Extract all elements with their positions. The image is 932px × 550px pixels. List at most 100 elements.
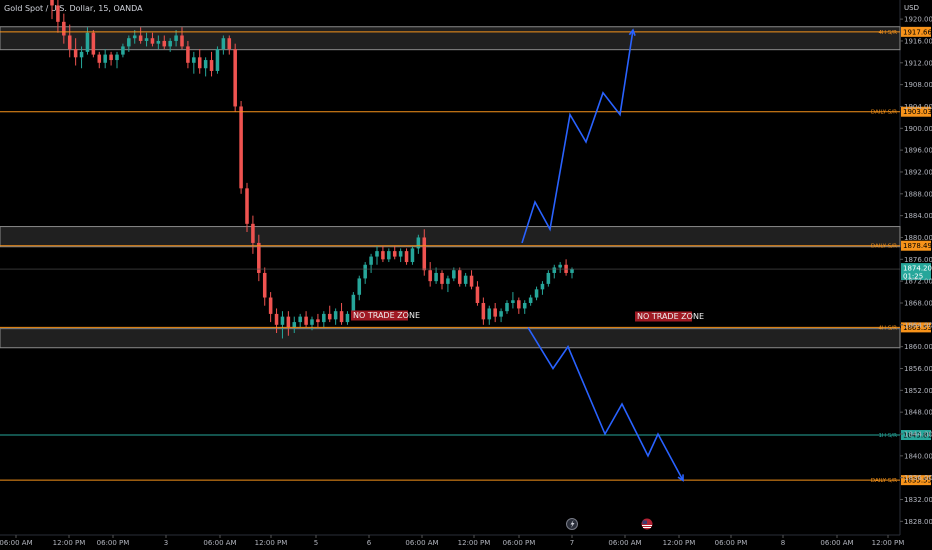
- x-tick-label: 06:00 AM: [0, 539, 33, 547]
- y-tick-label: 1852.000: [904, 387, 932, 395]
- candle-body: [73, 49, 78, 58]
- candle-body: [132, 35, 137, 39]
- candle-body: [511, 300, 515, 303]
- bar-countdown-label: 01:25: [903, 273, 923, 281]
- candle-body: [150, 38, 155, 44]
- price-tag: [901, 475, 931, 486]
- candle-body: [404, 251, 409, 263]
- candle-body: [186, 46, 190, 63]
- x-tick-label: 3: [164, 539, 168, 547]
- x-tick-label: 06:00 PM: [97, 539, 130, 547]
- x-tick-label: 12:00 PM: [663, 539, 696, 547]
- candle-body: [209, 60, 214, 71]
- candle-body: [446, 278, 450, 284]
- y-tick-label: 1912.000: [904, 59, 932, 67]
- candle-body: [558, 264, 562, 268]
- candle-body: [570, 269, 574, 273]
- y-tick-label: 1880.000: [904, 234, 932, 242]
- price-tag: [901, 26, 931, 37]
- price-tag: [901, 240, 931, 251]
- sr-zone: [0, 328, 901, 349]
- candle-body: [203, 60, 208, 69]
- candle-body: [292, 322, 297, 328]
- bearish-projection: [527, 327, 684, 481]
- y-tick-label: 1856.000: [904, 365, 932, 373]
- current-price-label: 1874.205: [903, 265, 932, 273]
- x-tick-label: 06:00 AM: [203, 539, 236, 547]
- candle-body: [127, 38, 131, 47]
- candle-body: [67, 35, 72, 50]
- candle-body: [50, 0, 54, 6]
- sr-level-name: DAILY S/R: [871, 244, 897, 250]
- candle-body: [174, 35, 178, 41]
- candle-body: [227, 38, 232, 50]
- candle-body: [457, 270, 462, 284]
- candle-body: [416, 237, 421, 249]
- x-tick-label: 12:00 PM: [458, 539, 491, 547]
- price-tag-label: 1903.035: [903, 108, 932, 116]
- candle-body: [499, 311, 503, 317]
- candle-body: [339, 311, 344, 323]
- candle-body: [522, 302, 527, 309]
- candle-body: [79, 51, 84, 58]
- candle-body: [103, 54, 107, 63]
- y-tick-label: 1904.000: [904, 103, 932, 111]
- candle-body: [316, 319, 320, 323]
- candle-body: [97, 54, 102, 63]
- y-tick-label: 1840.000: [904, 452, 932, 460]
- y-tick-label: 1844.000: [904, 431, 932, 439]
- us-flag-icon-canton: [642, 520, 647, 524]
- candle-body: [345, 313, 350, 323]
- bullish-projection-arrowhead: [628, 28, 636, 36]
- candle-body: [481, 302, 486, 320]
- candle-body: [121, 46, 125, 55]
- candle-body: [180, 35, 184, 47]
- candle-body: [351, 294, 356, 314]
- currency-label: USD: [904, 4, 919, 12]
- candle-body: [540, 283, 545, 290]
- y-tick-label: 1832.000: [904, 496, 932, 504]
- x-tick-label: 12:00 PM: [53, 539, 86, 547]
- y-tick-label: 1888.000: [904, 190, 932, 198]
- y-tick-label: 1828.000: [904, 518, 932, 526]
- candle-body: [62, 21, 66, 36]
- candle-body: [398, 251, 403, 257]
- bearish-projection-arrowhead: [677, 474, 684, 482]
- no-trade-zone-badge: [351, 310, 408, 321]
- x-tick-label: 06:00 AM: [820, 539, 853, 547]
- candle-body: [363, 264, 367, 279]
- candle-body: [434, 272, 438, 282]
- candle-body: [144, 38, 149, 41]
- y-tick-label: 1884.000: [904, 212, 932, 220]
- price-tag: [901, 322, 931, 333]
- candle-body: [215, 49, 220, 71]
- sr-zone: [0, 226, 901, 248]
- candle-body: [333, 311, 338, 320]
- candle-body: [505, 302, 509, 312]
- y-tick-label: 1916.000: [904, 37, 932, 45]
- y-tick-label: 1860.000: [904, 343, 932, 351]
- candle-body: [440, 272, 444, 284]
- us-flag-icon[interactable]: [641, 518, 653, 530]
- price-tag: [901, 106, 931, 117]
- candle-body: [310, 319, 314, 325]
- sr-level-name: 4H S/R: [878, 30, 897, 36]
- candle-body: [197, 57, 202, 69]
- x-tick-label: 06:00 AM: [405, 539, 438, 547]
- candle-body: [534, 289, 539, 298]
- candle-body: [487, 308, 492, 320]
- lightning-icon[interactable]: [566, 518, 578, 530]
- candle-body: [245, 188, 249, 224]
- y-tick-label: 1836.000: [904, 474, 932, 482]
- candle-body: [517, 300, 521, 309]
- candle-body: [56, 5, 60, 22]
- bullish-projection: [521, 29, 634, 244]
- y-tick-label: 1848.000: [904, 409, 932, 417]
- candle-body: [268, 297, 273, 314]
- candle-body: [239, 106, 243, 189]
- sr-level-name: DAILY S/R: [871, 478, 897, 484]
- candle-body: [257, 242, 261, 273]
- candle-body: [280, 316, 285, 325]
- candle-body: [552, 267, 557, 273]
